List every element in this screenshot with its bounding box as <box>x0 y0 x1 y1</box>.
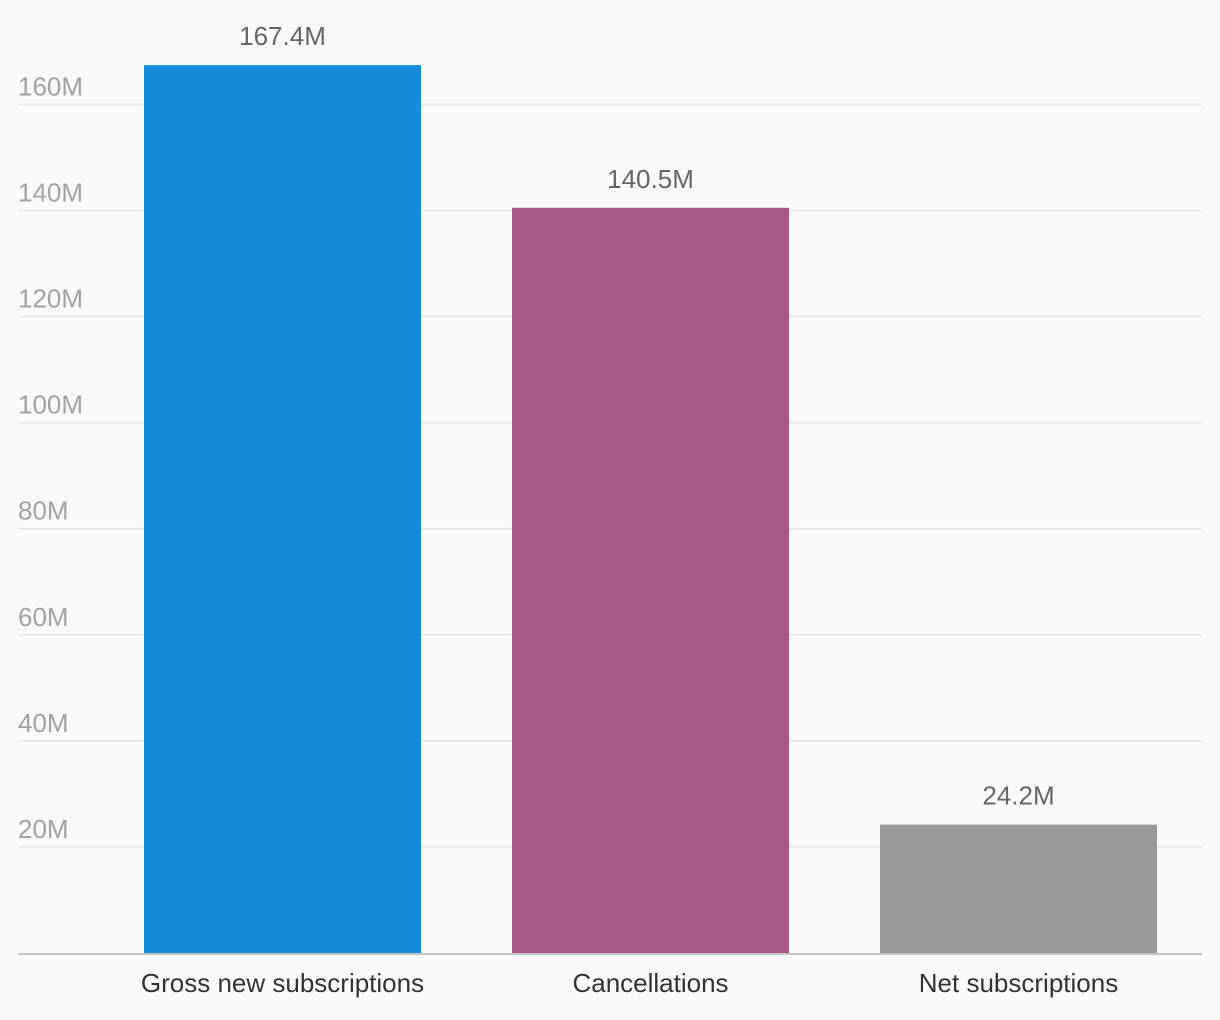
x-category-label: Cancellations <box>572 968 728 998</box>
y-tick-label: 160M <box>18 71 83 101</box>
x-category-label: Net subscriptions <box>919 968 1118 998</box>
data-labels: 167.4M 140.5M 24.2M <box>239 21 1055 811</box>
y-tick-label: 100M <box>18 390 83 420</box>
bar <box>880 824 1157 953</box>
bar <box>144 65 421 953</box>
y-tick-label: 120M <box>18 284 83 314</box>
x-axis-categories: Gross new subscriptions Cancellations Net … <box>141 968 1118 998</box>
bar <box>512 207 789 954</box>
bar-data-label: 140.5M <box>607 164 694 194</box>
x-category-label: Gross new subscriptions <box>141 968 424 998</box>
y-tick-label: 20M <box>18 814 69 844</box>
bars <box>144 65 1157 954</box>
y-tick-label: 140M <box>18 177 83 207</box>
y-tick-label: 80M <box>18 496 69 526</box>
bar-data-label: 167.4M <box>239 21 326 51</box>
y-axis-ticks: 20M 40M 60M 80M 100M 120M 140M 160M <box>18 71 83 844</box>
y-tick-label: 40M <box>18 708 69 738</box>
bar-data-label: 24.2M <box>982 781 1054 811</box>
y-tick-label: 60M <box>18 602 69 632</box>
